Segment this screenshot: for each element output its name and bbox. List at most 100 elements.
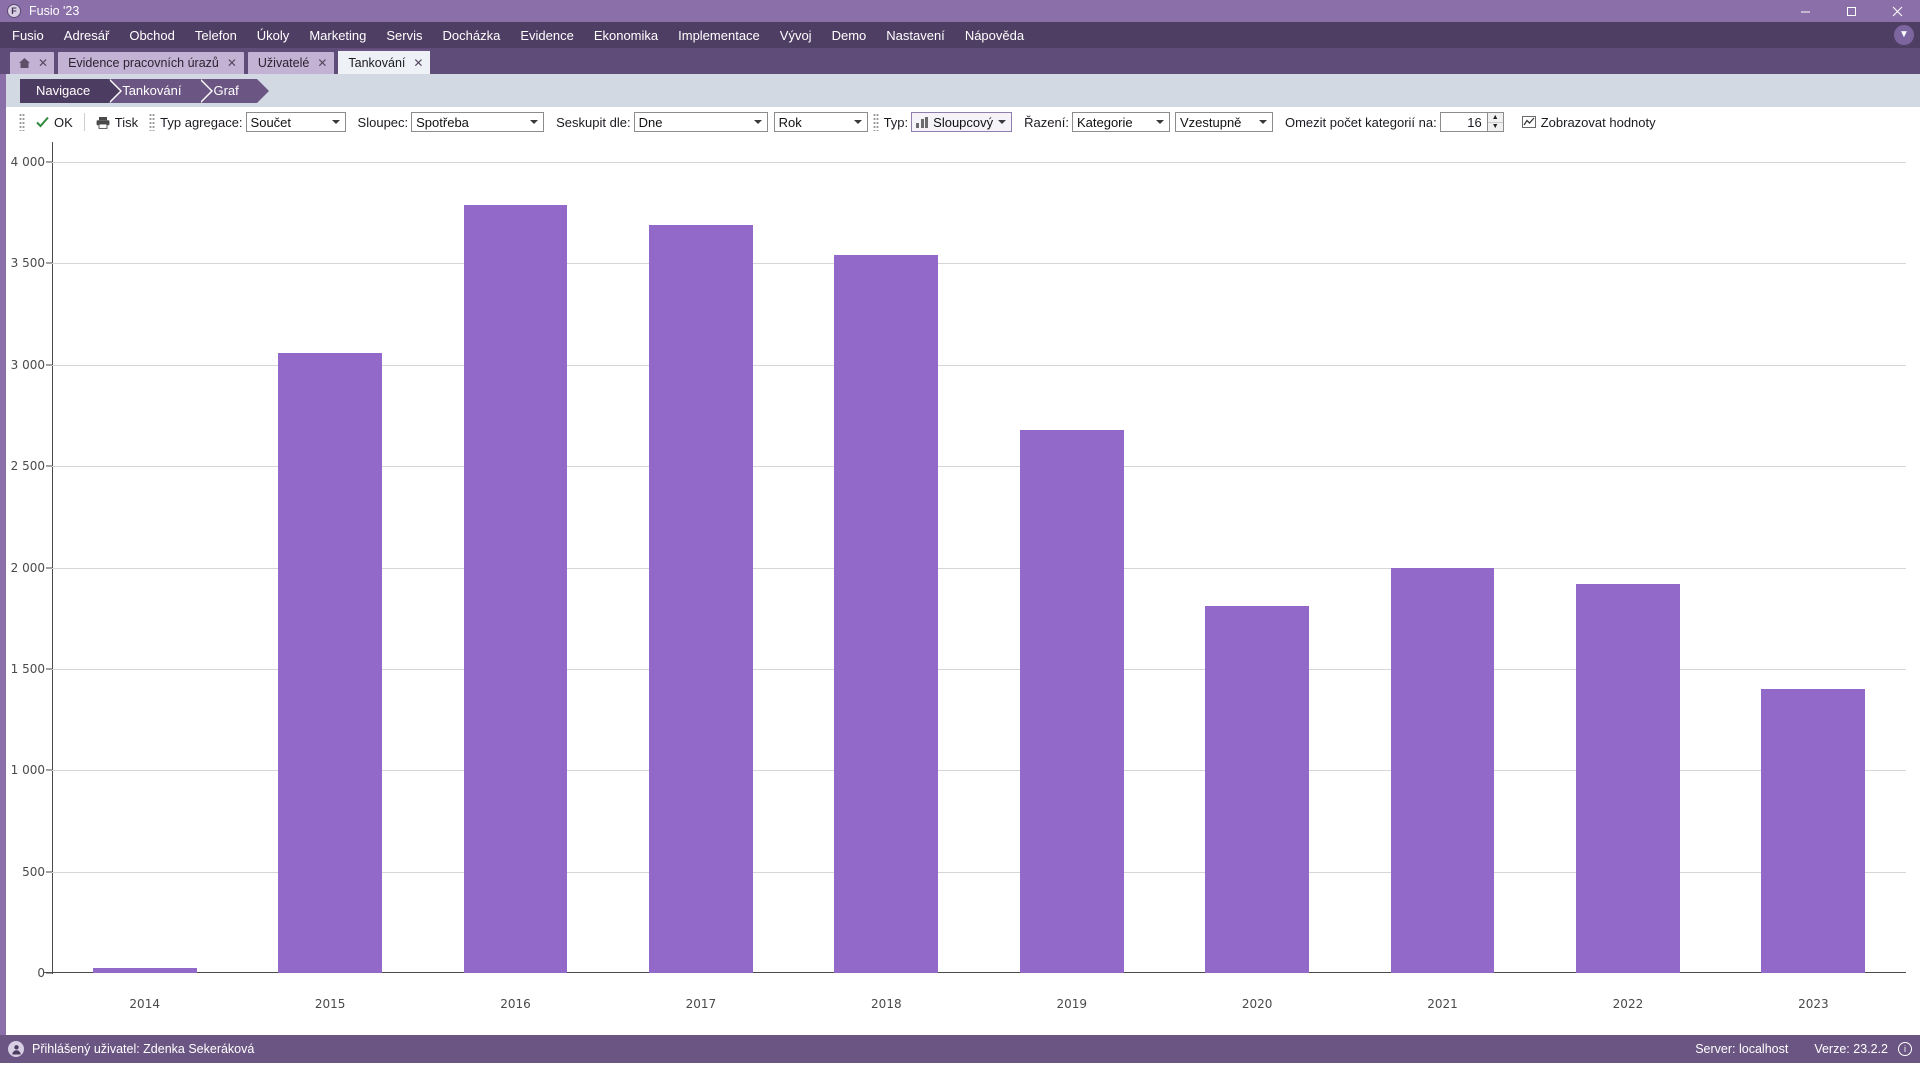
y-tick-mark <box>46 972 52 974</box>
y-tick-label: 4 000 <box>10 155 45 169</box>
gridline <box>52 466 1906 468</box>
print-button[interactable]: Tisk <box>90 111 144 133</box>
tab-home[interactable]: ✕ <box>10 52 55 74</box>
group-period-select[interactable]: Rok <box>773 112 868 132</box>
chart-bar[interactable] <box>834 255 939 973</box>
gridline <box>52 770 1906 772</box>
limit-categories-input[interactable]: 16 <box>1439 112 1488 132</box>
sort-direction-select[interactable]: Vzestupně <box>1174 112 1273 132</box>
chart-bar[interactable] <box>278 352 383 973</box>
home-icon <box>18 57 31 69</box>
chart-bar[interactable] <box>1576 583 1680 973</box>
app-icon: F <box>7 4 21 18</box>
chart-bar-slot: 2021 <box>1350 162 1535 1011</box>
group-by-select[interactable]: Dne <box>633 112 768 132</box>
toolbar-separator <box>83 113 85 131</box>
version-text: Verze: 23.2.2 <box>1814 1042 1888 1056</box>
y-tick-label: 2 500 <box>10 459 45 474</box>
limit-categories-stepper[interactable]: ▲ ▼ <box>1487 112 1504 132</box>
chart-bar-slot: 2019 <box>979 162 1164 1011</box>
stepper-down-icon[interactable]: ▼ <box>1487 121 1503 132</box>
chart-bar[interactable] <box>1761 689 1866 973</box>
menu-bar: Fusio Adresář Obchod Telefon Úkoly Marke… <box>0 22 1920 48</box>
tab-tankovani[interactable]: Tankování ✕ <box>338 49 431 74</box>
x-tick-label: 2017 <box>685 997 717 1011</box>
chevron-down-icon[interactable]: ▼ <box>1894 25 1914 45</box>
show-values-label: Zobrazovat hodnoty <box>1540 114 1656 130</box>
tab-close-tankovani[interactable]: ✕ <box>413 55 424 70</box>
menu-item-marketing[interactable]: Marketing <box>309 27 367 43</box>
print-button-label: Tisk <box>114 114 139 130</box>
chart-bar[interactable] <box>463 204 568 973</box>
chart-bars: 2014 2015 2016 2017 2018 2019 2020 2021 2022 2023 <box>52 162 1906 1011</box>
gridline <box>52 364 1906 366</box>
menu-item-dochazka[interactable]: Docházka <box>442 27 501 43</box>
y-tick-mark <box>46 465 52 467</box>
menu-item-nastaveni[interactable]: Nastavení <box>886 27 945 43</box>
tab-close-home[interactable]: ✕ <box>38 56 49 70</box>
stepper-up-icon[interactable]: ▲ <box>1491 113 1499 121</box>
chart-bar[interactable] <box>92 967 197 973</box>
toolbar-grip-icon-3[interactable] <box>872 113 879 131</box>
y-tick-label: 1 000 <box>10 763 45 778</box>
y-tick-label: 1 500 <box>10 661 45 676</box>
menu-item-telefon[interactable]: Telefon <box>194 27 237 43</box>
toolbar-grip-icon-2[interactable] <box>149 113 156 131</box>
gridline <box>52 263 1906 265</box>
x-tick-label: 2016 <box>500 997 531 1011</box>
menu-item-evidence[interactable]: Evidence <box>520 27 574 43</box>
chart-bar-slot: 2014 <box>52 162 237 1011</box>
breadcrumb-item-tankovani[interactable]: Tankování <box>108 78 214 103</box>
menu-item-napoveda[interactable]: Nápověda <box>964 27 1025 43</box>
chart-bar-slot: 2020 <box>1164 162 1349 1011</box>
chart-toolbar: OK Tisk Typ agregace: Součet Sloupec: Sp… <box>0 107 1920 137</box>
y-tick-mark <box>46 567 52 568</box>
toolbar-grip-icon[interactable] <box>19 113 25 131</box>
aggregation-select[interactable]: Součet <box>245 112 346 132</box>
chart-bar[interactable] <box>1390 567 1495 973</box>
chart-bar[interactable] <box>1205 606 1310 973</box>
menu-item-fusio[interactable]: Fusio <box>12 27 44 43</box>
tab-close-evidence[interactable]: ✕ <box>226 56 237 70</box>
maximize-button[interactable] <box>1828 0 1874 22</box>
minimize-button[interactable] <box>1782 0 1828 22</box>
aggregation-label: Typ agregace: <box>160 114 243 130</box>
tab-uzivatele[interactable]: Uživatelé ✕ <box>247 52 335 74</box>
chart-bar-slot: 2017 <box>608 162 793 1011</box>
chevron-down-icon <box>331 120 340 124</box>
y-tick-label: 3 000 <box>10 357 45 372</box>
user-icon <box>8 1041 24 1057</box>
menu-item-adresar[interactable]: Adresář <box>63 27 110 43</box>
chevron-down-icon <box>753 120 762 124</box>
tab-evidence-pracovnich-urazu[interactable]: Evidence pracovních úrazů ✕ <box>58 52 244 74</box>
menu-item-vyvoj[interactable]: Vývoj <box>779 27 812 43</box>
gridline <box>52 668 1906 670</box>
x-axis <box>44 972 1906 973</box>
menu-item-ukoly[interactable]: Úkoly <box>256 27 290 43</box>
info-icon[interactable]: i <box>1898 1042 1912 1056</box>
sort-select[interactable]: Kategorie <box>1071 112 1170 132</box>
breadcrumb-item-navigace[interactable]: Navigace <box>20 78 123 103</box>
menu-item-ekonomika[interactable]: Ekonomika <box>593 27 659 43</box>
ok-button[interactable]: OK <box>30 111 79 133</box>
chevron-down-icon <box>1258 120 1267 124</box>
close-button[interactable] <box>1874 0 1920 22</box>
menu-item-implementace[interactable]: Implementace <box>678 27 760 43</box>
chart-type-select[interactable]: Sloupcový <box>911 112 1013 132</box>
gridline <box>52 162 1906 163</box>
chart-canvas: 0 500 1 000 1 500 2 000 2 500 3 000 3 500 4 000 … <box>0 137 1920 1035</box>
chevron-down-icon <box>1155 120 1164 124</box>
check-icon <box>36 116 49 128</box>
menu-item-demo[interactable]: Demo <box>831 27 867 43</box>
menu-item-servis[interactable]: Servis <box>386 27 423 43</box>
y-tick-mark <box>46 871 52 873</box>
x-tick-label: 2022 <box>1612 997 1644 1011</box>
x-tick-label: 2020 <box>1241 997 1273 1011</box>
chart-plot-area: 0 500 1 000 1 500 2 000 2 500 3 000 3 500 4 000 … <box>11 142 1906 1011</box>
chart-bar[interactable] <box>1019 429 1124 973</box>
column-select[interactable]: Spotřeba <box>411 112 545 132</box>
tab-close-uzivatele[interactable]: ✕ <box>317 56 328 70</box>
menu-item-obchod[interactable]: Obchod <box>129 27 175 43</box>
show-values-toggle[interactable]: Zobrazovat hodnoty <box>1516 111 1662 133</box>
chart-bar[interactable] <box>649 224 753 973</box>
